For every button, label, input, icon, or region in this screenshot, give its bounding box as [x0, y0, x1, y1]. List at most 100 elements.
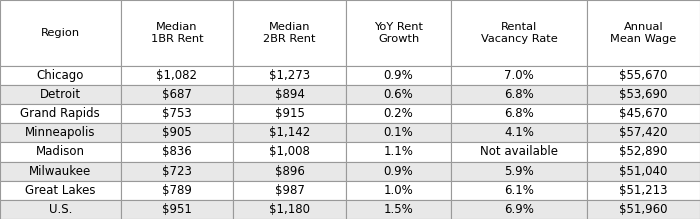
Text: 0.6%: 0.6% — [384, 88, 414, 101]
Bar — [451, 200, 587, 219]
Text: $915: $915 — [275, 107, 304, 120]
Bar — [120, 162, 233, 181]
Text: $1,180: $1,180 — [270, 203, 310, 216]
Bar — [451, 66, 587, 85]
Text: $57,420: $57,420 — [620, 126, 668, 139]
Bar — [120, 0, 233, 66]
Bar — [346, 123, 451, 142]
Bar — [346, 66, 451, 85]
Bar — [0, 142, 120, 162]
Text: $1,082: $1,082 — [156, 69, 197, 82]
Bar — [587, 200, 700, 219]
Text: $687: $687 — [162, 88, 192, 101]
Text: Median
2BR Rent: Median 2BR Rent — [263, 22, 316, 44]
Bar — [451, 85, 587, 104]
Bar — [587, 0, 700, 66]
Text: Median
1BR Rent: Median 1BR Rent — [150, 22, 203, 44]
Text: 1.0%: 1.0% — [384, 184, 414, 197]
Text: $905: $905 — [162, 126, 192, 139]
Bar — [346, 181, 451, 200]
Text: Milwaukee: Milwaukee — [29, 165, 92, 178]
Text: 0.1%: 0.1% — [384, 126, 414, 139]
Text: 0.9%: 0.9% — [384, 69, 414, 82]
Bar — [346, 162, 451, 181]
Bar — [120, 123, 233, 142]
Bar — [0, 181, 120, 200]
Text: Detroit: Detroit — [40, 88, 80, 101]
Bar — [120, 85, 233, 104]
Bar — [587, 162, 700, 181]
Text: 1.5%: 1.5% — [384, 203, 414, 216]
Text: Grand Rapids: Grand Rapids — [20, 107, 100, 120]
Bar — [451, 162, 587, 181]
Bar — [120, 181, 233, 200]
Bar — [233, 200, 346, 219]
Bar — [451, 142, 587, 162]
Text: U.S.: U.S. — [48, 203, 72, 216]
Bar — [587, 142, 700, 162]
Text: Minneapolis: Minneapolis — [25, 126, 95, 139]
Text: $723: $723 — [162, 165, 192, 178]
Text: Region: Region — [41, 28, 80, 38]
Text: 6.9%: 6.9% — [504, 203, 534, 216]
Bar — [233, 66, 346, 85]
Text: 6.8%: 6.8% — [504, 107, 534, 120]
Bar — [233, 142, 346, 162]
Bar — [120, 66, 233, 85]
Text: 0.9%: 0.9% — [384, 165, 414, 178]
Text: 6.8%: 6.8% — [504, 88, 534, 101]
Text: $896: $896 — [275, 165, 304, 178]
Text: Annual
Mean Wage: Annual Mean Wage — [610, 22, 677, 44]
Text: Madison: Madison — [36, 145, 85, 158]
Bar — [120, 142, 233, 162]
Text: 4.1%: 4.1% — [504, 126, 534, 139]
Text: $51,040: $51,040 — [620, 165, 668, 178]
Bar — [233, 123, 346, 142]
Bar — [233, 104, 346, 123]
Bar — [120, 104, 233, 123]
Bar — [587, 85, 700, 104]
Bar — [0, 123, 120, 142]
Text: $53,690: $53,690 — [620, 88, 668, 101]
Text: $55,670: $55,670 — [620, 69, 668, 82]
Bar — [0, 66, 120, 85]
Text: $789: $789 — [162, 184, 192, 197]
Text: 7.0%: 7.0% — [504, 69, 534, 82]
Bar — [451, 181, 587, 200]
Text: 5.9%: 5.9% — [504, 165, 534, 178]
Bar — [0, 200, 120, 219]
Text: 0.2%: 0.2% — [384, 107, 414, 120]
Text: $1,008: $1,008 — [270, 145, 310, 158]
Bar — [0, 104, 120, 123]
Bar — [346, 104, 451, 123]
Bar — [233, 162, 346, 181]
Bar — [587, 181, 700, 200]
Bar — [233, 85, 346, 104]
Text: 1.1%: 1.1% — [384, 145, 414, 158]
Bar — [0, 162, 120, 181]
Text: $753: $753 — [162, 107, 192, 120]
Text: $1,273: $1,273 — [270, 69, 310, 82]
Text: Rental
Vacancy Rate: Rental Vacancy Rate — [481, 22, 557, 44]
Text: $951: $951 — [162, 203, 192, 216]
Text: Great Lakes: Great Lakes — [25, 184, 95, 197]
Text: $52,890: $52,890 — [620, 145, 668, 158]
Text: $1,142: $1,142 — [269, 126, 310, 139]
Bar — [346, 0, 451, 66]
Text: 6.1%: 6.1% — [504, 184, 534, 197]
Bar — [451, 0, 587, 66]
Text: $836: $836 — [162, 145, 192, 158]
Text: $45,670: $45,670 — [620, 107, 668, 120]
Bar — [346, 200, 451, 219]
Bar — [0, 85, 120, 104]
Bar — [451, 123, 587, 142]
Bar — [0, 0, 120, 66]
Text: $987: $987 — [275, 184, 304, 197]
Text: Chicago: Chicago — [36, 69, 84, 82]
Bar — [233, 0, 346, 66]
Text: $51,960: $51,960 — [620, 203, 668, 216]
Text: $51,213: $51,213 — [620, 184, 668, 197]
Bar — [233, 181, 346, 200]
Text: Not available: Not available — [480, 145, 558, 158]
Bar — [120, 200, 233, 219]
